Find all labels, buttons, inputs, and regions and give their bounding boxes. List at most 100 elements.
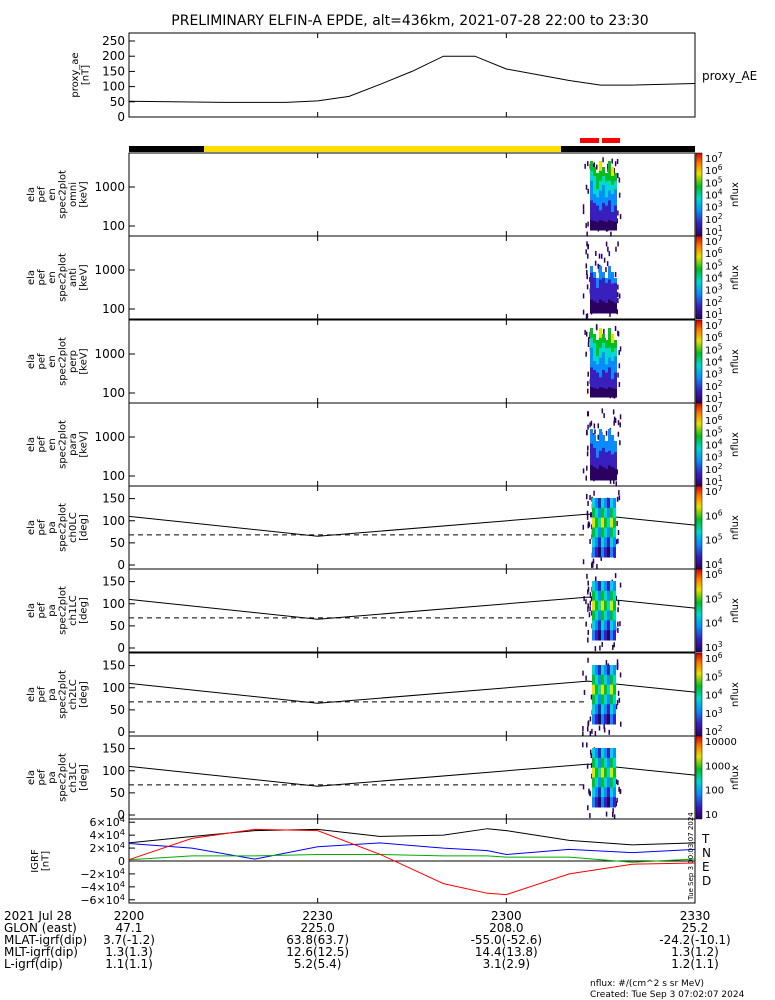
- spectro-flux-cell: [590, 377, 593, 388]
- spectro-noise-pixel: [586, 241, 588, 247]
- pa-flux-cell: [607, 665, 610, 676]
- spectro-flux-cell: [593, 352, 596, 362]
- status-bar-red-2: [602, 138, 620, 143]
- pa-y-tick-label: 100: [102, 514, 125, 528]
- spectro-flux-cell: [590, 292, 593, 301]
- pa-noise-pixel: [582, 559, 585, 565]
- orbit-row-value: 2330: [680, 909, 711, 923]
- pa-noise-pixel: [590, 753, 593, 759]
- spectro-noise-pixel: [617, 241, 619, 247]
- pa-flux-cell: [592, 537, 595, 548]
- pa-flux-cell: [610, 600, 613, 611]
- spectro-noise-pixel: [614, 325, 617, 331]
- spectro-noise-pixel: [610, 231, 612, 237]
- spectro-flux-cell: [608, 286, 611, 294]
- pa-noise-pixel: [617, 780, 619, 786]
- spectro-flux-cell: [614, 298, 617, 304]
- spectro-flux-cell: [611, 295, 614, 302]
- pa-colorbar-ch1LC-tick: 103: [705, 640, 723, 654]
- spectro-y-label-perp-line: pef: [36, 353, 47, 370]
- spectro-flux-cell: [605, 372, 608, 382]
- spectro-flux-cell: [596, 348, 599, 357]
- pa-flux-cell: [601, 581, 604, 592]
- pa-flux-cell: [613, 714, 616, 725]
- spectro-flux-cell: [590, 347, 593, 359]
- spectro-flux-cell: [605, 181, 608, 190]
- spectro-noise-pixel: [585, 263, 588, 269]
- spectro-y-label-omni-line: pef: [36, 186, 47, 203]
- pa-flux-cell: [610, 787, 613, 798]
- spectro-flux-cell: [608, 367, 611, 378]
- spectro-flux-cell: [608, 292, 611, 301]
- pa-noise-pixel: [586, 494, 588, 500]
- spectro-flux-cell: [602, 454, 605, 462]
- pa-flux-cell: [598, 777, 601, 788]
- spectro-flux-cell: [605, 474, 608, 481]
- spectro-flux-cell: [611, 473, 614, 481]
- spectro-flux-cell: [599, 306, 602, 314]
- spectro-noise-pixel: [587, 445, 589, 451]
- spectro-flux-cell: [605, 197, 608, 207]
- spectro-flux-cell: [590, 337, 593, 349]
- pa-flux-cell: [601, 537, 604, 548]
- spectro-y-label-omni-line: spec2plot: [57, 170, 68, 219]
- spectro-flux-cell: [611, 379, 614, 389]
- spectro-noise-pixel: [617, 284, 619, 290]
- pa-noise-pixel: [589, 749, 592, 755]
- pa-flux-cell: [610, 797, 613, 808]
- spectro-flux-cell: [593, 194, 596, 204]
- orbit-row-value: 5.2(5.4): [294, 957, 342, 971]
- pa-flux-cell: [604, 517, 607, 528]
- pa-flux-cell: [601, 767, 604, 778]
- spectro-flux-cell: [593, 473, 596, 481]
- spectro-flux-cell: [590, 436, 593, 445]
- pa-y-label-ch1LC: ela pef pa spec2plot ch1LC [deg]: [26, 586, 90, 635]
- pa-y-label-ch1LC-line: [deg]: [78, 597, 89, 624]
- spectro-noise-pixel: [587, 424, 589, 430]
- ae-series-line: [128, 55, 696, 103]
- pa-flux-cell: [613, 684, 616, 695]
- spectro-flux-cell: [605, 213, 608, 223]
- spectro-flux-cell: [614, 213, 617, 223]
- pa-flux-cell: [595, 630, 598, 641]
- spectro-flux-cell: [614, 388, 617, 398]
- spectro-noise-pixel: [618, 177, 621, 183]
- spectro-noise-pixel: [587, 221, 589, 227]
- spectro-noise-pixel: [617, 331, 620, 337]
- pa-noise-pixel: [594, 730, 597, 736]
- pa-flux-cell: [610, 537, 613, 548]
- pa-flux-cell: [604, 767, 607, 778]
- spectro-flux-cell: [590, 429, 593, 437]
- pa-flux-cell: [595, 797, 598, 808]
- spectro-noise-pixel: [582, 209, 585, 215]
- spectro-noise-pixel: [589, 422, 591, 428]
- pa-noise-pixel: [616, 664, 619, 670]
- spectro-colorbar-para-label: nflux: [730, 432, 741, 457]
- pa-flux-cell: [610, 590, 613, 602]
- pa-y-tick-label: 50: [110, 536, 125, 550]
- pa-flux-cell: [592, 694, 595, 705]
- pa-noise-pixel: [592, 558, 595, 564]
- spectro-noise-pixel: [619, 214, 622, 220]
- spectro-flux-cell: [605, 364, 608, 374]
- pa-flux-cell: [595, 547, 598, 558]
- pa-y-label-ch2LC-line: spec2plot: [57, 670, 68, 719]
- spectro-noise-pixel: [617, 372, 619, 378]
- spectro-flux-cell: [599, 279, 602, 287]
- pa-flux-cell: [610, 704, 613, 715]
- pa-y-label-ch3LC: ela pef pa spec2plot ch3LC [deg]: [26, 753, 90, 802]
- pa-noise-pixel: [615, 779, 618, 785]
- spectro-flux-cell: [605, 278, 608, 284]
- spectro-y-label-perp-line: spec2plot: [57, 337, 68, 386]
- pa-noise-pixel: [582, 742, 584, 748]
- pa-noise-pixel: [619, 788, 621, 794]
- pa-noise-pixel: [618, 697, 621, 703]
- pa-flux-cell: [592, 498, 595, 509]
- pa-flux-cell: [604, 610, 607, 621]
- spectro-flux-cell: [608, 220, 611, 231]
- pa-flux-cell: [595, 600, 598, 611]
- pa-flux-cell: [592, 714, 595, 725]
- spectro-noise-pixel: [584, 329, 586, 335]
- spectro-flux-cell: [611, 388, 614, 398]
